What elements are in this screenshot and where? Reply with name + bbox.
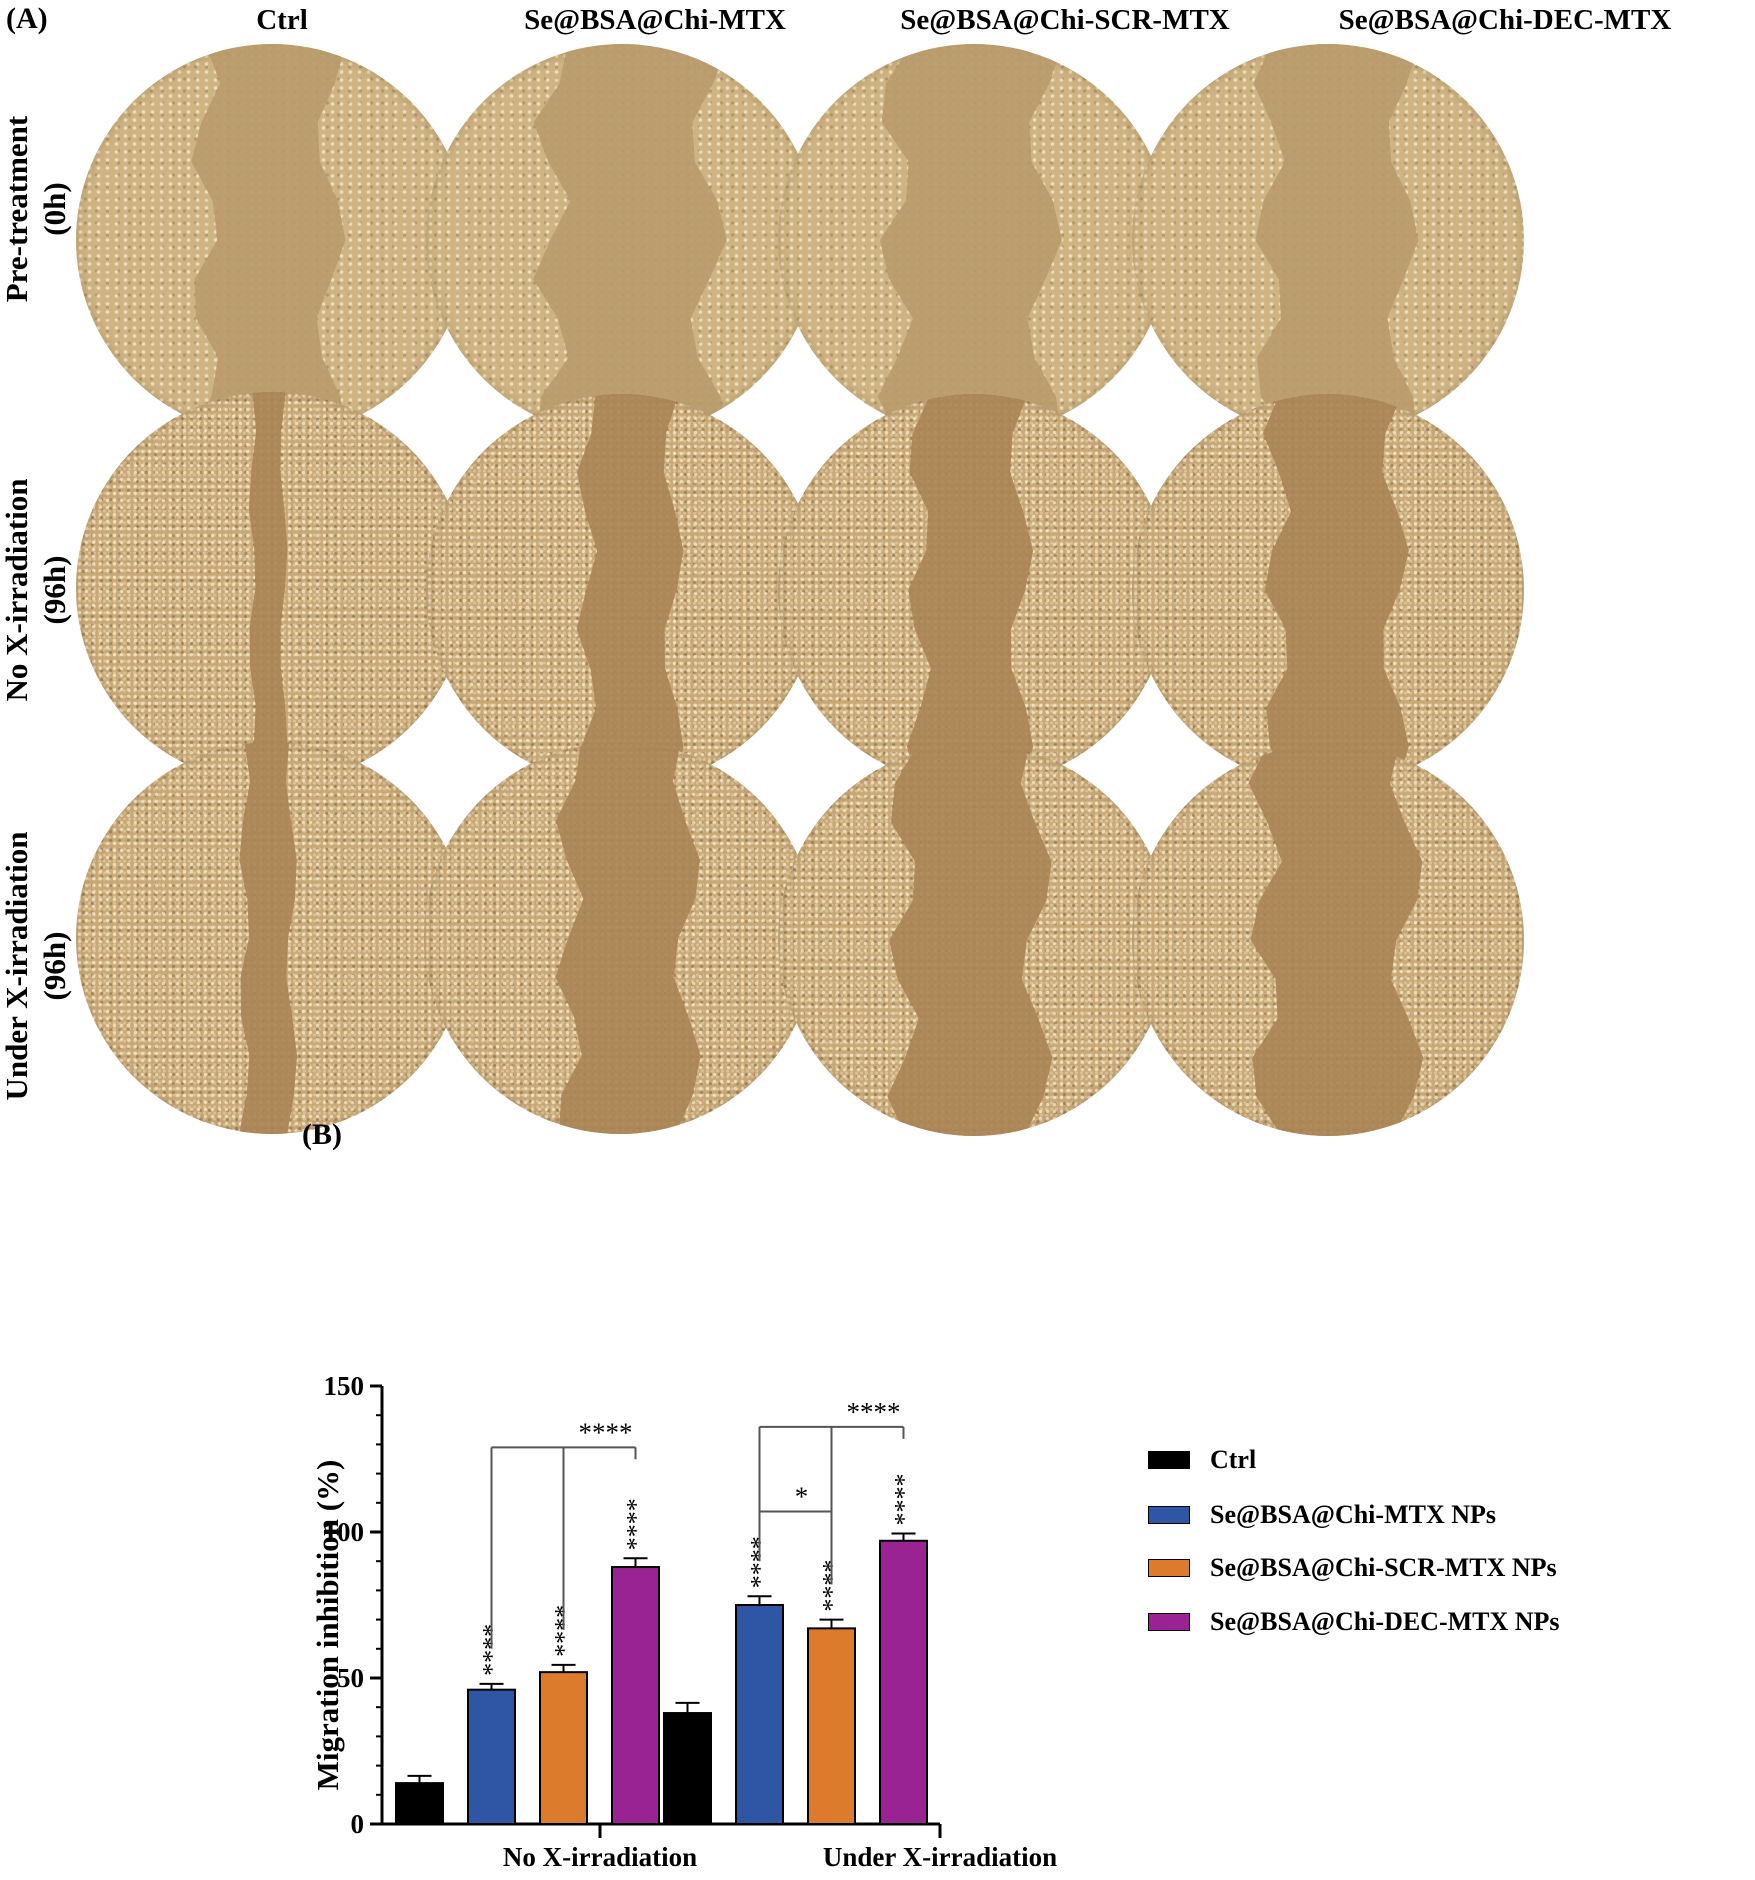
bar-chart-svg: 0 50 100 150 Migration inhibition (%) No X-ir… bbox=[310, 1371, 1057, 1872]
micrograph-under-xray-scr-mtx bbox=[778, 744, 1170, 1136]
bar bbox=[879, 1539, 928, 1825]
bar bbox=[735, 1604, 784, 1825]
bar bbox=[807, 1627, 856, 1825]
x-category-label: Under X-irradiation bbox=[823, 1842, 1057, 1872]
micrograph-pretreatment-ctrl bbox=[76, 44, 468, 436]
scratch-gap bbox=[887, 744, 1053, 1136]
micrograph-no-xray-dec-mtx bbox=[1132, 394, 1524, 786]
legend-swatch-scr-mtx bbox=[1148, 1559, 1190, 1577]
micrograph-pretreatment-scr-mtx bbox=[778, 44, 1170, 436]
panel-a-label: (A) bbox=[6, 2, 48, 35]
scratch-gap bbox=[576, 394, 684, 786]
legend-label-mtx: Se@BSA@Chi-MTX NPs bbox=[1210, 1500, 1496, 1529]
scratch-gap bbox=[248, 392, 288, 784]
column-header-ctrl: Ctrl bbox=[256, 4, 308, 36]
legend-label-scr-mtx: Se@BSA@Chi-SCR-MTX NPs bbox=[1210, 1553, 1557, 1582]
scratch-gap bbox=[906, 394, 1034, 786]
bar bbox=[467, 1688, 516, 1826]
bar bbox=[663, 1712, 712, 1826]
legend-item-dec-mtx: Se@BSA@Chi-DEC-MTX NPs bbox=[1148, 1602, 1560, 1642]
column-header-scr-mtx: Se@BSA@Chi-SCR-MTX bbox=[900, 4, 1230, 36]
micrograph-pretreatment-dec-mtx bbox=[1132, 44, 1524, 436]
comparison-label: * bbox=[795, 1482, 809, 1512]
column-header-mtx: Se@BSA@Chi-MTX bbox=[524, 4, 786, 36]
y-tick-label: 100 bbox=[324, 1517, 365, 1547]
y-axis-label: Migration inhibition (%) bbox=[310, 1460, 345, 1791]
legend-swatch-dec-mtx bbox=[1148, 1613, 1190, 1631]
scratch-gap bbox=[1253, 44, 1419, 436]
micrograph-no-xray-scr-mtx bbox=[778, 394, 1170, 786]
bar bbox=[395, 1782, 444, 1825]
micrograph-no-xray-ctrl bbox=[76, 392, 468, 784]
x-category-label: No X-irradiation bbox=[503, 1842, 697, 1872]
micrograph-under-xray-dec-mtx bbox=[1132, 744, 1524, 1136]
micrograph-under-xray-ctrl bbox=[76, 742, 468, 1134]
micrograph-no-xray-mtx bbox=[426, 394, 818, 786]
scratch-gap bbox=[1248, 744, 1424, 1136]
significance-mark: **** bbox=[890, 1473, 919, 1525]
legend-item-scr-mtx: Se@BSA@Chi-SCR-MTX NPs bbox=[1148, 1548, 1557, 1588]
legend-swatch-ctrl bbox=[1148, 1451, 1190, 1469]
scratch-gap bbox=[1263, 394, 1409, 786]
micrograph-pretreatment-mtx bbox=[426, 44, 818, 436]
y-tick-label: 50 bbox=[337, 1663, 364, 1693]
legend-label-dec-mtx: Se@BSA@Chi-DEC-MTX NPs bbox=[1210, 1607, 1560, 1636]
comparison-label: **** bbox=[579, 1417, 633, 1447]
panel-b-label: (B) bbox=[302, 1118, 342, 1151]
scratch-gap bbox=[190, 44, 346, 436]
scratch-gap bbox=[533, 44, 728, 436]
comparison-label: **** bbox=[847, 1397, 901, 1427]
bar bbox=[611, 1566, 660, 1826]
y-tick-label: 150 bbox=[324, 1371, 365, 1401]
scratch-gap bbox=[877, 44, 1063, 436]
y-tick-label: 0 bbox=[351, 1809, 365, 1839]
legend-label-ctrl: Ctrl bbox=[1210, 1445, 1257, 1474]
micrograph-under-xray-mtx bbox=[424, 742, 816, 1134]
legend-swatch-mtx bbox=[1148, 1506, 1190, 1524]
significance-mark: **** bbox=[622, 1498, 651, 1550]
legend-item-ctrl: Ctrl bbox=[1148, 1440, 1256, 1480]
scratch-gap bbox=[239, 742, 298, 1134]
legend-item-mtx: Se@BSA@Chi-MTX NPs bbox=[1148, 1495, 1496, 1535]
scratch-gap bbox=[555, 742, 701, 1134]
bar bbox=[539, 1671, 588, 1826]
column-header-dec-mtx: Se@BSA@Chi-DEC-MTX bbox=[1338, 4, 1672, 36]
